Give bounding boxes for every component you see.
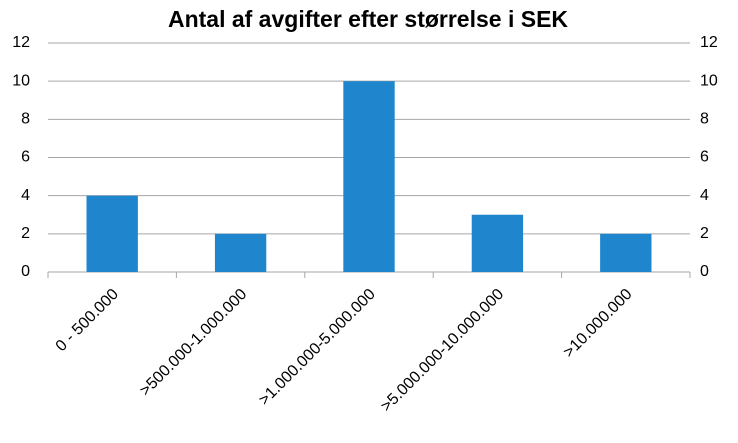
y2-tick-label: 4 [700, 187, 709, 204]
bar [343, 81, 395, 273]
y2-tick-label: 12 [700, 34, 718, 51]
bar [600, 233, 652, 272]
bar [214, 233, 267, 272]
y2-tick-label: 8 [700, 111, 709, 128]
y2-tick-label: 6 [700, 149, 709, 166]
y2-tick-label: 0 [700, 263, 709, 280]
x-tick-label: 0 - 500.000 [53, 286, 122, 355]
x-tick-label: >500.000-1.000.000 [137, 286, 251, 400]
y-tick-label: 12 [12, 34, 30, 51]
x-tick-label: >5.000.000-10.000.000 [378, 286, 507, 415]
bar [86, 195, 138, 272]
x-tick-label: >10.000.000 [560, 286, 635, 361]
y-tick-label: 2 [21, 225, 30, 242]
y-tick-label: 4 [21, 187, 30, 204]
y-tick-label: 6 [21, 149, 30, 166]
chart-title: Antal af avgifter efter størrelse i SEK [168, 6, 568, 32]
y-tick-label: 0 [21, 263, 30, 280]
y-tick-label: 10 [12, 72, 30, 89]
bar [471, 214, 524, 272]
y2-tick-label: 2 [700, 225, 709, 242]
x-tick-label: >1.000.000-5.000.000 [256, 286, 379, 409]
y2-tick-label: 10 [700, 72, 718, 89]
y-tick-label: 8 [21, 111, 30, 128]
